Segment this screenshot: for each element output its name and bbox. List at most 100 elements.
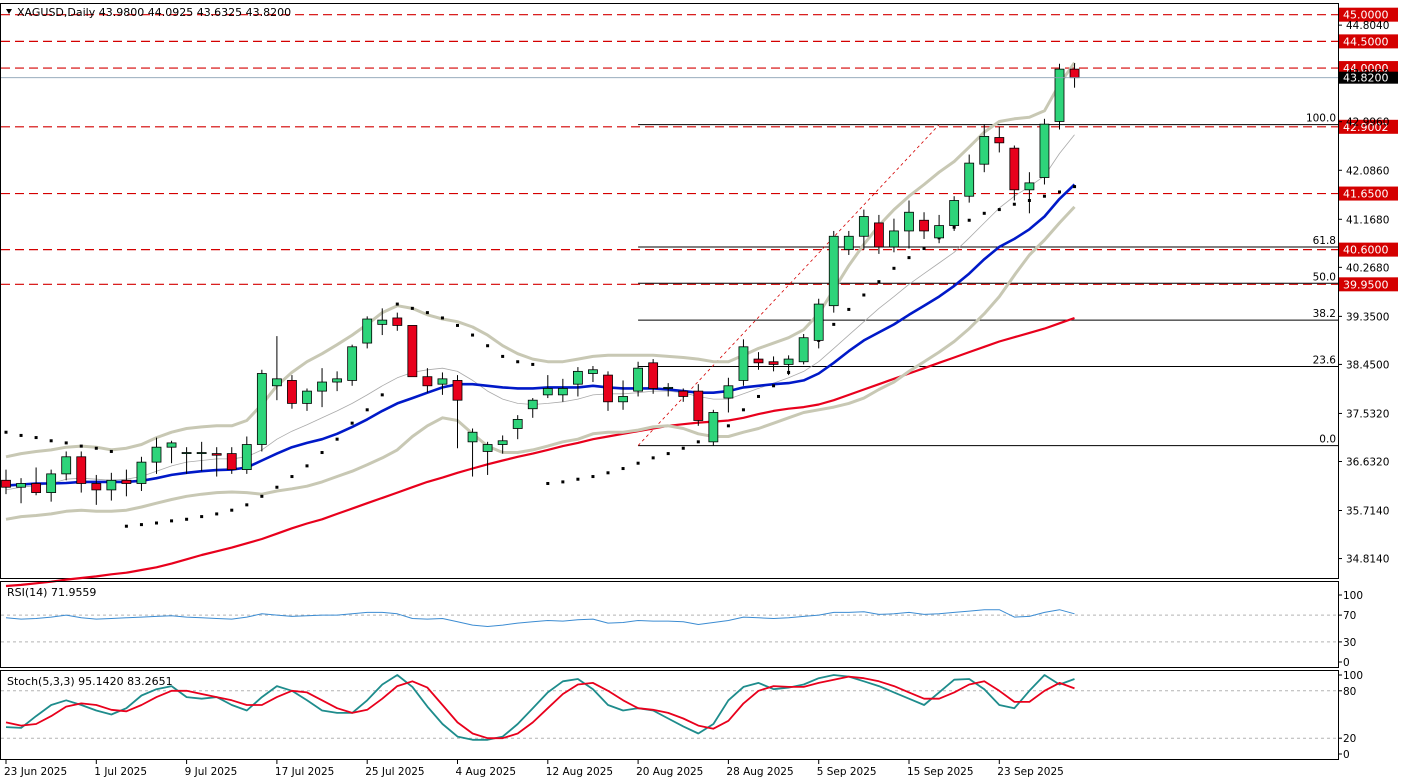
- level-price-tag: [1339, 34, 1398, 49]
- time-tick-label: 4 Aug 2025: [456, 766, 517, 778]
- stoch-title: Stoch(5,3,3) 95.1420 83.2651: [7, 675, 173, 688]
- sar-dot: [591, 475, 595, 479]
- current-price-tag: [1339, 71, 1398, 84]
- stoch-panel[interactable]: [1, 674, 1338, 741]
- time-tick-label: 20 Aug 2025: [636, 766, 703, 778]
- candle-body: [979, 136, 990, 165]
- sar-dot: [380, 393, 384, 397]
- candle-body: [1039, 123, 1050, 178]
- candle-body: [61, 456, 72, 475]
- sar-dot: [170, 519, 174, 523]
- time-tick-label: 12 Aug 2025: [546, 766, 613, 778]
- time-tick-label: 15 Sep 2025: [907, 766, 974, 778]
- candle-body: [347, 346, 358, 381]
- bollinger-lower-line: [5, 205, 1076, 521]
- candle-body: [181, 452, 192, 454]
- stoch-axis: 100 80 20 0: [1338, 670, 1363, 761]
- candle-body: [256, 373, 267, 445]
- sar-dot: [305, 464, 309, 468]
- level-price-tag: [1339, 119, 1398, 134]
- current-price-label: 43.8200: [1343, 72, 1389, 85]
- price-tick-label: 38.4500: [1346, 359, 1389, 371]
- level-price-tag: [1339, 186, 1398, 201]
- time-tick-label: 23 Jun 2025: [4, 766, 67, 778]
- candle-body: [603, 374, 613, 403]
- sar-dot: [621, 467, 625, 471]
- candle-body: [573, 370, 583, 385]
- sar-dot: [4, 430, 8, 434]
- price-tick-label: 34.8140: [1346, 554, 1389, 566]
- candle-body: [377, 319, 388, 325]
- candle-body: [287, 380, 297, 404]
- sar-dot: [320, 451, 324, 455]
- time-tick-label: 28 Aug 2025: [726, 766, 793, 778]
- sar-dot: [967, 218, 971, 222]
- sar-dot: [94, 446, 98, 450]
- rsi-title: RSI(14) 71.9559: [7, 586, 96, 599]
- candle-body: [422, 376, 433, 387]
- time-tick-label: 17 Jul 2025: [275, 766, 334, 778]
- candle-body: [407, 325, 418, 378]
- level-price-tag: [1339, 242, 1398, 257]
- sar-dot: [531, 362, 535, 366]
- sar-dot: [606, 471, 610, 475]
- candle-body: [949, 200, 960, 226]
- candle-body: [768, 361, 779, 365]
- sar-dot: [109, 449, 113, 453]
- candle-body: [994, 137, 1005, 144]
- triangle-down-icon[interactable]: [6, 9, 12, 14]
- sar-dot: [486, 344, 490, 348]
- candle-body: [136, 461, 147, 484]
- candle-body: [121, 479, 132, 484]
- sar-dot: [892, 266, 896, 270]
- sar-dot: [79, 444, 83, 448]
- candle-body: [467, 431, 478, 443]
- sar-dot: [440, 316, 444, 320]
- price-axis: 45.000044.500044.000042.900241.650040.60…: [1338, 7, 1398, 566]
- candle-body: [196, 452, 207, 454]
- candle-body: [46, 473, 57, 493]
- sar-dot: [636, 461, 640, 465]
- candle-body: [1009, 147, 1020, 191]
- sar-dot: [185, 517, 189, 521]
- osc-tick-label: 20: [1343, 733, 1356, 745]
- level-price-label: 42.9002: [1343, 121, 1389, 134]
- sar-dot: [997, 208, 1001, 212]
- candle-body: [241, 444, 252, 471]
- candle-body: [919, 219, 929, 232]
- time-tick-label: 5 Sep 2025: [817, 766, 877, 778]
- sar-dot: [772, 384, 776, 388]
- sar-dot: [877, 280, 881, 284]
- sar-dot: [290, 475, 294, 479]
- candle-body: [633, 367, 643, 392]
- candle-body: [91, 483, 102, 491]
- candle-body: [211, 453, 222, 456]
- candle-body: [783, 358, 794, 365]
- sar-dot: [260, 494, 264, 498]
- level-price-label: 39.9500: [1343, 278, 1389, 291]
- candle-body: [708, 412, 719, 443]
- candle-body: [663, 386, 674, 389]
- candle-body: [798, 337, 809, 363]
- level-price-tag: [1339, 277, 1398, 292]
- price-tick-label: 40.2680: [1346, 262, 1389, 274]
- sar-dot: [19, 433, 23, 437]
- sar-dot: [681, 446, 685, 450]
- osc-tick-label: 30: [1343, 637, 1356, 649]
- osc-tick-label: 100: [1343, 670, 1363, 682]
- price-panel[interactable]: 100.0 61.8 50.0 38.2 23.6 0.0: [1, 14, 1338, 588]
- candle-body: [588, 369, 598, 374]
- chart-header: XAGUSD,Daily 43.9800 44.0925 43.6325 43.…: [6, 6, 291, 19]
- sar-dot: [516, 360, 520, 364]
- sar-dot: [696, 440, 700, 444]
- osc-tick-label: 100: [1343, 590, 1363, 602]
- rsi-panel[interactable]: [1, 609, 1338, 643]
- candle-body: [271, 378, 282, 387]
- candle-body: [362, 318, 373, 344]
- sar-dot: [757, 394, 760, 398]
- price-tick-label: 44.8040: [1346, 20, 1389, 32]
- time-tick-label: 9 Jul 2025: [185, 766, 238, 778]
- sar-dot: [456, 323, 459, 327]
- candle-body: [1054, 68, 1065, 122]
